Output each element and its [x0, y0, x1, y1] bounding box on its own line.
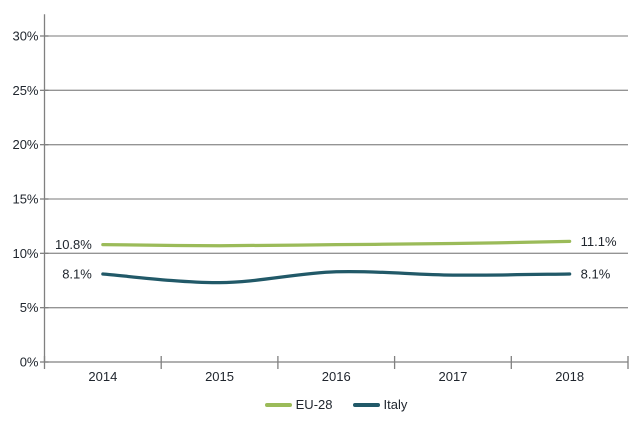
x-axis-label: 2016: [322, 369, 351, 384]
data-label: 10.8%: [55, 237, 92, 252]
data-label: 8.1%: [62, 266, 92, 281]
data-label: 8.1%: [581, 266, 611, 281]
legend-item-italy: Italy: [352, 397, 408, 412]
legend-label: EU-28: [295, 397, 333, 412]
y-axis-label: 30%: [12, 29, 38, 44]
y-axis-label: 15%: [12, 192, 38, 207]
y-axis-label: 10%: [12, 246, 38, 261]
y-axis-label: 25%: [12, 83, 38, 98]
x-axis-label: 2015: [205, 369, 234, 384]
y-axis-label: 0%: [20, 355, 39, 370]
y-axis-label: 5%: [20, 300, 39, 315]
series-line-eu-28: [101, 239, 572, 248]
legend-line-swatch: [264, 403, 292, 407]
legend: EU-28 Italy: [44, 396, 628, 414]
x-axis-label: 2018: [555, 369, 584, 384]
legend-item-eu-28: EU-28: [264, 397, 333, 412]
y-axis-label: 20%: [12, 137, 38, 152]
x-axis-label: 2017: [438, 369, 467, 384]
data-label: 11.1%: [581, 234, 617, 249]
legend-line-swatch: [352, 403, 380, 407]
legend-label: Italy: [383, 397, 408, 412]
series-line-italy: [101, 269, 572, 285]
x-axis-label: 2014: [88, 369, 117, 384]
